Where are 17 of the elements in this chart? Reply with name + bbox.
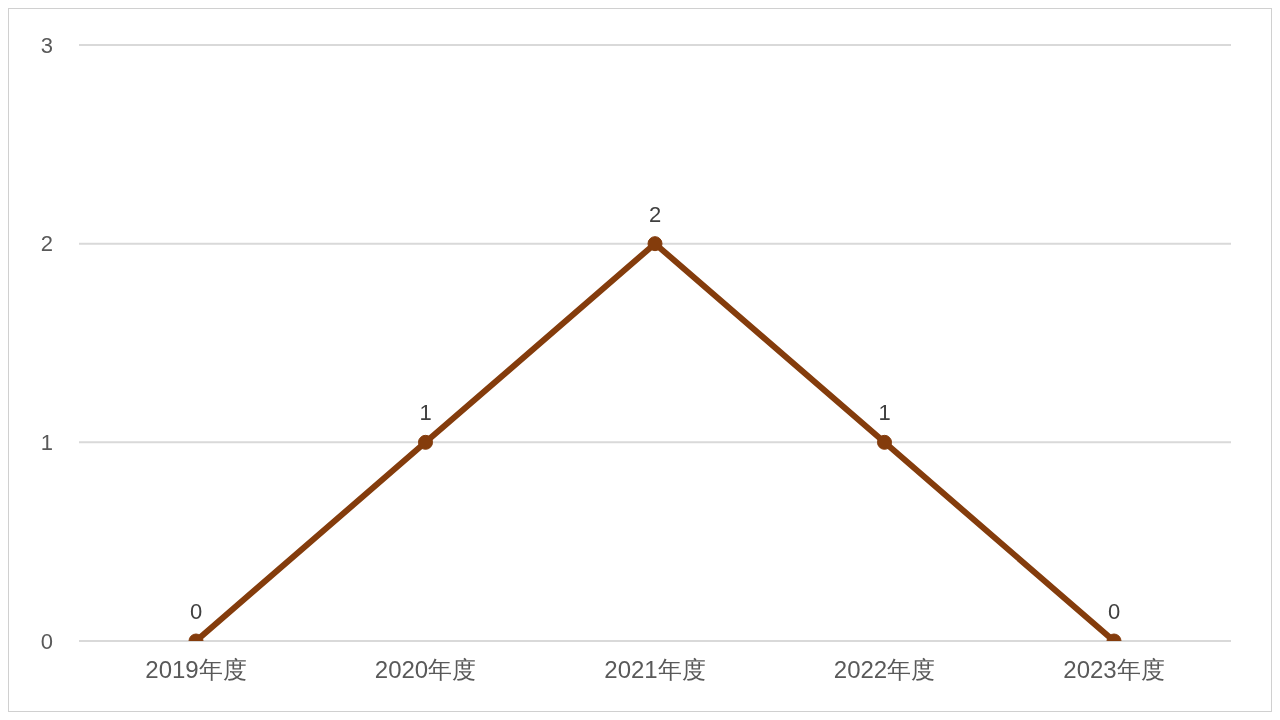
x-tick-label: 2021年度 (604, 656, 706, 684)
y-tick-label: 3 (40, 32, 53, 58)
data-label: 0 (1107, 599, 1121, 624)
point (418, 434, 433, 450)
data-label: 0 (189, 599, 203, 624)
x-tick-label: 2019年度 (145, 656, 247, 684)
data-label: 2 (648, 201, 662, 227)
y-tick-label: 0 (40, 628, 53, 654)
y-tick-label: 2 (40, 231, 53, 257)
y-tick-label: 1 (40, 430, 53, 456)
point (647, 236, 663, 252)
data-label: 1 (419, 400, 432, 426)
x-tick-label: 2022年度 (833, 656, 936, 684)
data-label: 1 (878, 400, 891, 426)
point (877, 434, 892, 450)
x-tick-label: 2023年度 (1063, 656, 1165, 684)
x-tick-label: 2020年度 (374, 656, 477, 684)
